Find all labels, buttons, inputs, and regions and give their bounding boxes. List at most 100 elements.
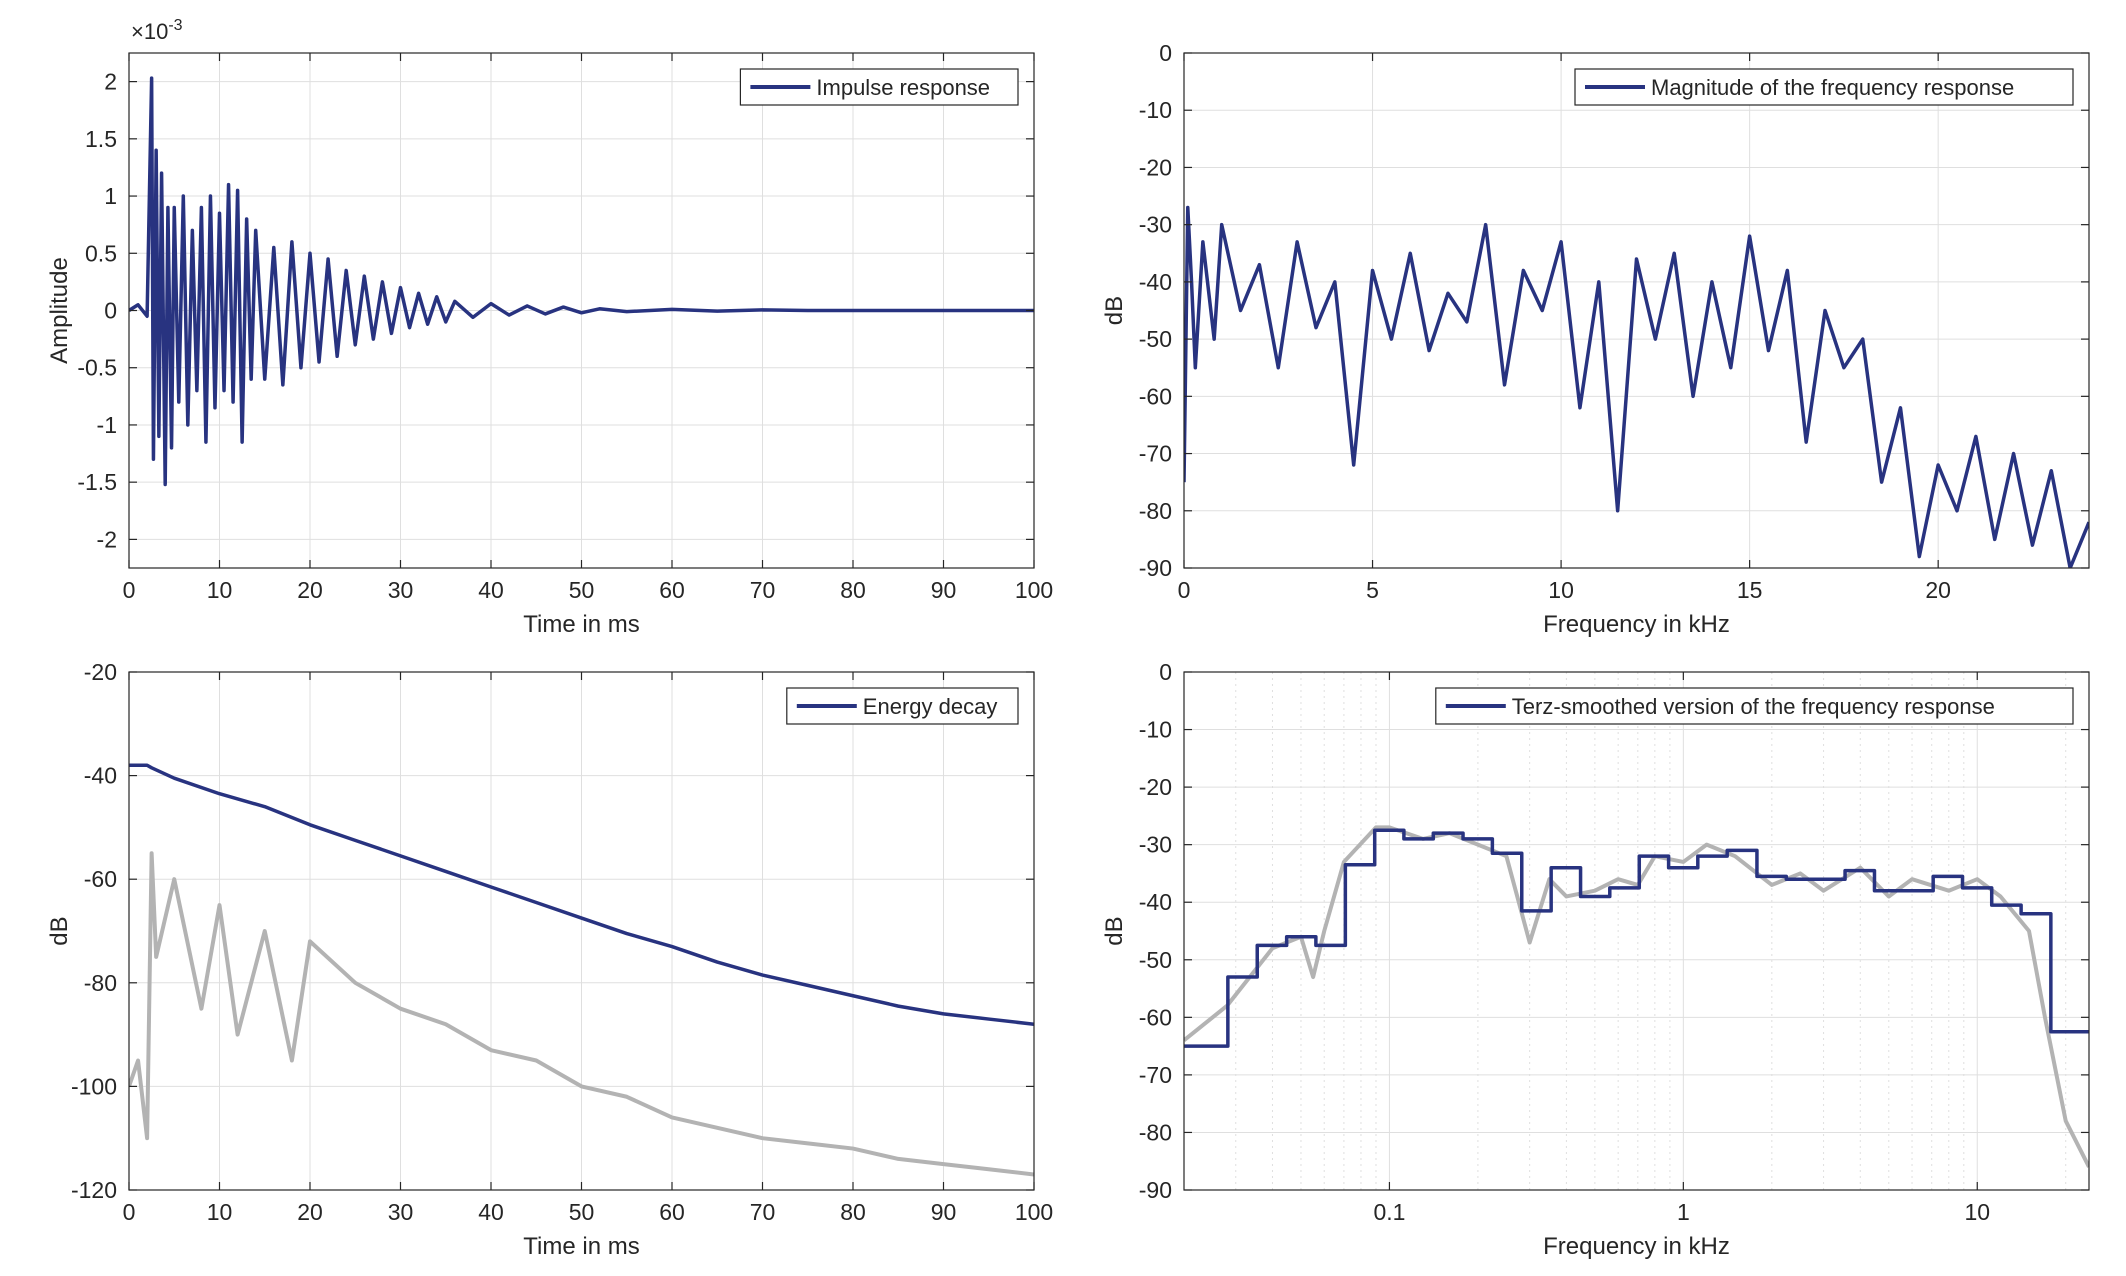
y-tick-label: -50 (1139, 326, 1172, 352)
x-tick-label: 0 (1178, 577, 1191, 603)
plot-area (1184, 672, 2089, 1190)
exponent-base: ×10 (131, 19, 168, 44)
x-tick-label: 100 (1015, 1199, 1053, 1225)
y-tick-label: -1.5 (77, 469, 117, 495)
y-tick-label: -80 (1139, 1119, 1172, 1145)
series-line-energy (129, 763, 1034, 1026)
y-axis-label: dB (1101, 916, 1128, 945)
legend-label: Terz-smoothed version of the frequency r… (1512, 694, 1995, 719)
x-axis-label: Frequency in kHz (1543, 611, 1730, 638)
exponent-label: ×10-3 (131, 17, 183, 44)
y-tick-label: -70 (1139, 1062, 1172, 1088)
y-tick-label: -20 (84, 659, 117, 685)
axes-box (1183, 52, 2090, 569)
x-tick-label: 10 (1548, 577, 1574, 603)
y-axis-label: dB (1101, 296, 1128, 325)
y-tick-label: -90 (1139, 1177, 1172, 1203)
x-tick-label: 80 (840, 577, 866, 603)
x-tick-label: 20 (1925, 577, 1951, 603)
y-tick-label: -80 (1139, 498, 1172, 524)
x-tick-label: 0.1 (1373, 1199, 1405, 1225)
y-tick-label: -80 (84, 970, 117, 996)
y-tick-label: -120 (71, 1177, 117, 1203)
legend-label: Energy decay (863, 694, 998, 719)
y-tick-label: -0.5 (77, 355, 117, 381)
x-tick-label: 80 (840, 1199, 866, 1225)
y-tick-label: -40 (1139, 889, 1172, 915)
y-tick-label: -2 (97, 526, 117, 552)
x-tick-label: 40 (478, 577, 504, 603)
y-tick-label: -20 (1139, 774, 1172, 800)
chart-energy: 0 10 20 30 40 50 60 70 80 90 100 -20 -40 -60 -80 -100 -1… (46, 659, 1053, 1260)
x-tick-label: 0 (123, 1199, 136, 1225)
series-line-impulse (129, 76, 1034, 487)
axes-box (1183, 671, 2090, 1191)
legend-label: Magnitude of the frequency response (1651, 75, 2014, 100)
y-tick-label: 2 (104, 69, 117, 95)
y-tick-label: -50 (1139, 947, 1172, 973)
y-tick-label: -100 (71, 1073, 117, 1099)
series-line-gray (1184, 825, 2089, 1168)
x-tick-label: 1 (1677, 1199, 1690, 1225)
chart-terz: 0.1 1 10 0 -10 -20 -30 -40 -50 -60 -70 -80 -90 Freque… (1101, 659, 2090, 1260)
y-tick-label: -40 (1139, 269, 1172, 295)
x-tick-label: 30 (388, 577, 414, 603)
x-tick-label: 20 (297, 577, 323, 603)
legend: Impulse response (739, 68, 1019, 106)
y-tick-label: -90 (1139, 555, 1172, 581)
x-tick-label: 0 (123, 577, 136, 603)
y-tick-label: -60 (1139, 383, 1172, 409)
x-tick-label: 10 (207, 577, 233, 603)
y-tick-label: 1.5 (85, 126, 117, 152)
x-axis-label: Frequency in kHz (1543, 1233, 1730, 1260)
x-tick-label: 10 (207, 1199, 233, 1225)
chart-impulse: 0 10 20 30 40 50 60 70 80 90 100 -2 -1.5 -1 -0.5 0 0.5 1 1… (46, 17, 1053, 638)
x-tick-label: 20 (297, 1199, 323, 1225)
y-tick-label: -10 (1139, 717, 1172, 743)
chart-magnitude: 0 5 10 15 20 0 -10 -20 -30 -40 -50 -60 -70 -80 -90 Freq… (1101, 40, 2090, 638)
y-tick-label: -30 (1139, 212, 1172, 238)
legend-box (1435, 687, 2074, 725)
y-tick-label: -40 (84, 763, 117, 789)
series-line-gray (129, 851, 1034, 1177)
x-axis-label: Time in ms (523, 611, 639, 638)
plot-area (1184, 53, 2089, 568)
x-tick-label: 15 (1737, 577, 1763, 603)
x-tick-label: 10 (1964, 1199, 1990, 1225)
y-tick-label: -60 (1139, 1004, 1172, 1030)
x-tick-label: 60 (659, 1199, 685, 1225)
x-tick-label: 50 (569, 1199, 595, 1225)
legend: Magnitude of the frequency response (1574, 68, 2074, 106)
grid (1183, 52, 2089, 569)
y-tick-label: -1 (97, 412, 117, 438)
x-tick-label: 70 (750, 1199, 776, 1225)
x-tick-label: 5 (1366, 577, 1379, 603)
y-tick-label: -30 (1139, 832, 1172, 858)
y-tick-label: 0 (104, 298, 117, 324)
x-tick-label: 70 (750, 577, 776, 603)
series-line-terz (1184, 828, 2089, 1048)
x-tick-label: 40 (478, 1199, 504, 1225)
legend-box (1574, 68, 2074, 106)
y-axis-label: Amplitude (46, 257, 73, 364)
y-tick-label: 1 (104, 183, 117, 209)
x-tick-label: 90 (931, 1199, 957, 1225)
x-tick-label: 30 (388, 1199, 414, 1225)
legend: Terz-smoothed version of the frequency r… (1435, 687, 2074, 725)
y-tick-label: -70 (1139, 441, 1172, 467)
x-tick-label: 60 (659, 577, 685, 603)
y-tick-label: -60 (84, 866, 117, 892)
x-tick-label: 100 (1015, 577, 1053, 603)
legend: Energy decay (786, 687, 1019, 725)
legend-label: Impulse response (816, 75, 990, 100)
y-tick-label: -20 (1139, 154, 1172, 180)
y-tick-label: 0 (1159, 40, 1172, 66)
y-axis-label: dB (46, 916, 73, 945)
x-tick-label: 90 (931, 577, 957, 603)
y-tick-label: 0 (1159, 659, 1172, 685)
y-tick-label: -10 (1139, 97, 1172, 123)
x-axis-label: Time in ms (523, 1233, 639, 1260)
y-tick-label: 0.5 (85, 240, 117, 266)
series-line-magnitude (1184, 205, 2089, 568)
